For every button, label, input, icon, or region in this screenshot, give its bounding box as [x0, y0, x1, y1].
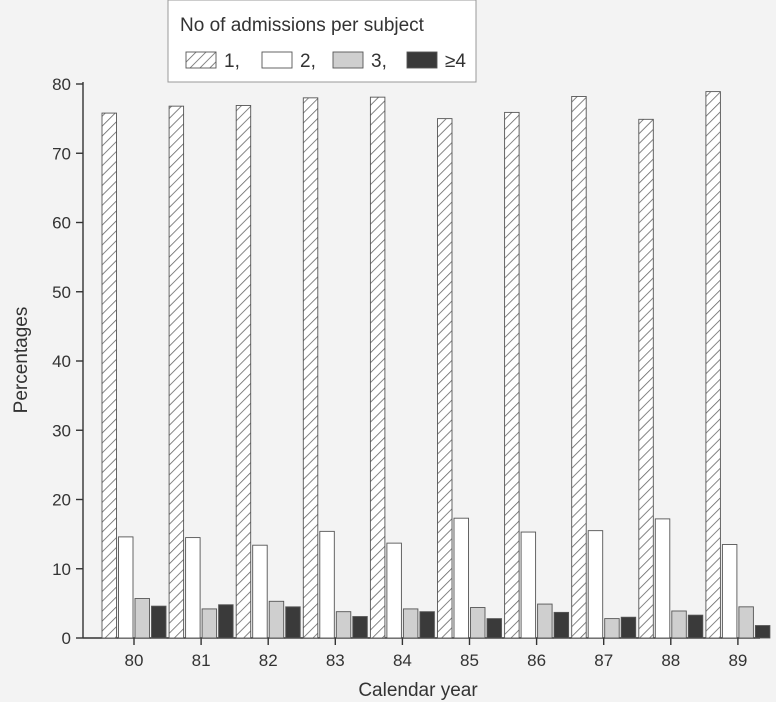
- bar-series-2: [319, 530, 335, 639]
- legend-swatch: [332, 51, 364, 69]
- legend-box: [167, 0, 477, 83]
- bar-series-1: [101, 112, 117, 639]
- x-tick-label: 87: [594, 651, 613, 670]
- y-tick-label: 10: [52, 560, 71, 579]
- bar-series-1: [168, 105, 185, 639]
- bar-series-2: [118, 536, 134, 639]
- bar-series-3: [738, 606, 754, 639]
- bar-series-4: [620, 616, 637, 639]
- bar-series-1: [638, 118, 654, 639]
- bar-series-1: [504, 111, 520, 639]
- bar-series-2: [721, 544, 738, 639]
- y-tick-label: 0: [62, 629, 71, 648]
- bar-series-4: [486, 618, 502, 639]
- bar-series-1: [437, 118, 453, 639]
- bar-series-3: [402, 608, 419, 639]
- bar-series-4: [419, 611, 435, 639]
- legend-title: No of admissions per subject: [180, 15, 425, 36]
- bar-series-2: [654, 518, 671, 639]
- x-tick-label: 80: [125, 651, 144, 670]
- bar-series-1: [302, 97, 319, 639]
- bars: [101, 91, 771, 639]
- bar-series-1: [235, 105, 252, 639]
- bar-series-3: [268, 600, 285, 639]
- x-tick-label: 89: [728, 651, 747, 670]
- legend-swatch: [406, 51, 438, 69]
- bar-series-4: [352, 616, 368, 639]
- legend: No of admissions per subject 1, 2, 3, ≥4: [167, 0, 477, 83]
- y-tick-label: 80: [52, 75, 71, 94]
- bar-series-2: [252, 544, 268, 639]
- y-tick-label: 40: [52, 352, 71, 371]
- bar-series-3: [537, 603, 553, 639]
- x-tick-label: 81: [192, 651, 211, 670]
- legend-label: ≥4: [445, 51, 466, 72]
- x-tick-label: 86: [527, 651, 546, 670]
- bar-series-3: [604, 618, 620, 639]
- y-tick-label: 70: [52, 144, 71, 163]
- bar-series-3: [671, 610, 687, 639]
- y-tick-label: 30: [52, 421, 71, 440]
- bar-series-2: [520, 531, 537, 639]
- y-tick-label: 50: [52, 283, 71, 302]
- y-axis-title: Percentages: [11, 307, 32, 414]
- bar-series-1: [571, 96, 587, 639]
- bar-series-2: [453, 517, 469, 639]
- x-tick-label: 84: [393, 651, 412, 670]
- legend-swatch: [261, 51, 293, 69]
- bar-series-4: [151, 605, 167, 639]
- legend-label: 3,: [371, 51, 387, 72]
- y-tick-label: 20: [52, 491, 71, 510]
- bar-series-2: [185, 537, 201, 639]
- y-tick-label: 60: [52, 214, 71, 233]
- bar-series-2: [386, 542, 402, 639]
- legend-label: 2,: [300, 51, 316, 72]
- legend-swatch: [185, 51, 217, 69]
- x-tick-label: 83: [326, 651, 345, 670]
- bar-series-1: [705, 91, 721, 639]
- bar-series-3: [134, 598, 150, 639]
- bar-series-3: [201, 608, 218, 639]
- bar-series-4: [218, 604, 234, 639]
- x-tick-label: 88: [661, 651, 680, 670]
- legend-label: 1,: [224, 51, 240, 72]
- bar-series-4: [687, 614, 704, 639]
- bar-series-3: [470, 607, 486, 639]
- x-tick-label: 82: [259, 651, 278, 670]
- bar-series-4: [754, 625, 771, 639]
- bar-series-4: [553, 611, 570, 639]
- bar-series-4: [285, 606, 301, 639]
- bar-series-1: [369, 96, 386, 639]
- x-tick-label: 85: [460, 651, 479, 670]
- bar-series-2: [587, 530, 604, 639]
- x-axis-title: Calendar year: [358, 680, 478, 701]
- bar-series-3: [335, 611, 352, 639]
